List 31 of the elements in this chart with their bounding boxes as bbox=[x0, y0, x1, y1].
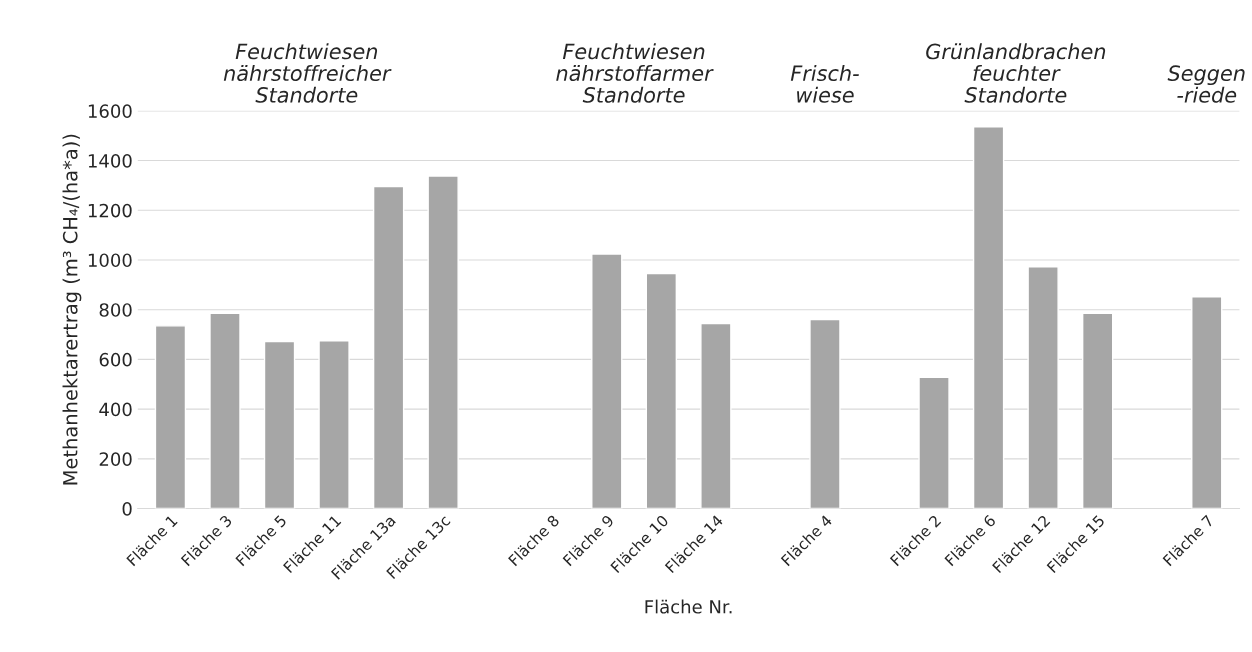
bar bbox=[918, 376, 950, 509]
bar bbox=[154, 325, 187, 509]
y-tick-label: 1600 bbox=[88, 104, 132, 118]
bar bbox=[972, 126, 1005, 509]
y-tick-label: 400 bbox=[99, 402, 132, 417]
bar bbox=[372, 185, 405, 509]
y-tick-label: 200 bbox=[99, 452, 132, 466]
text: Feuchtwiesen nährstoffarmer Standorte bbox=[556, 43, 714, 103]
y-axis-title: Methanhektarertrag (m³ CH₄/(ha*a)) bbox=[62, 134, 82, 485]
y-tick-label: 800 bbox=[99, 303, 132, 317]
bar bbox=[427, 175, 459, 509]
bar bbox=[1081, 312, 1114, 509]
x-axis-title: Fläche Nr. bbox=[645, 599, 732, 614]
bar bbox=[209, 312, 241, 509]
text: Frisch- wiese bbox=[790, 64, 859, 103]
text: Grünlandbrachen feuchter Standorte bbox=[926, 43, 1106, 103]
y-tick-label: 1200 bbox=[88, 203, 132, 218]
y-tick-label: 0 bbox=[122, 502, 132, 516]
bar bbox=[809, 318, 841, 509]
y-tick-label: 1400 bbox=[88, 154, 132, 168]
text: Feuchtwiesen nährstoffreicher Standorte bbox=[223, 43, 392, 103]
y-tick-label: 1000 bbox=[88, 253, 132, 268]
bar bbox=[700, 322, 732, 509]
text: Seggen -riede bbox=[1167, 65, 1245, 103]
bar bbox=[1191, 296, 1223, 509]
bar bbox=[318, 340, 350, 509]
bar bbox=[1027, 266, 1059, 509]
bar bbox=[645, 272, 678, 509]
bar bbox=[263, 340, 296, 509]
bar bbox=[591, 253, 623, 509]
y-tick-label: 600 bbox=[99, 352, 132, 367]
